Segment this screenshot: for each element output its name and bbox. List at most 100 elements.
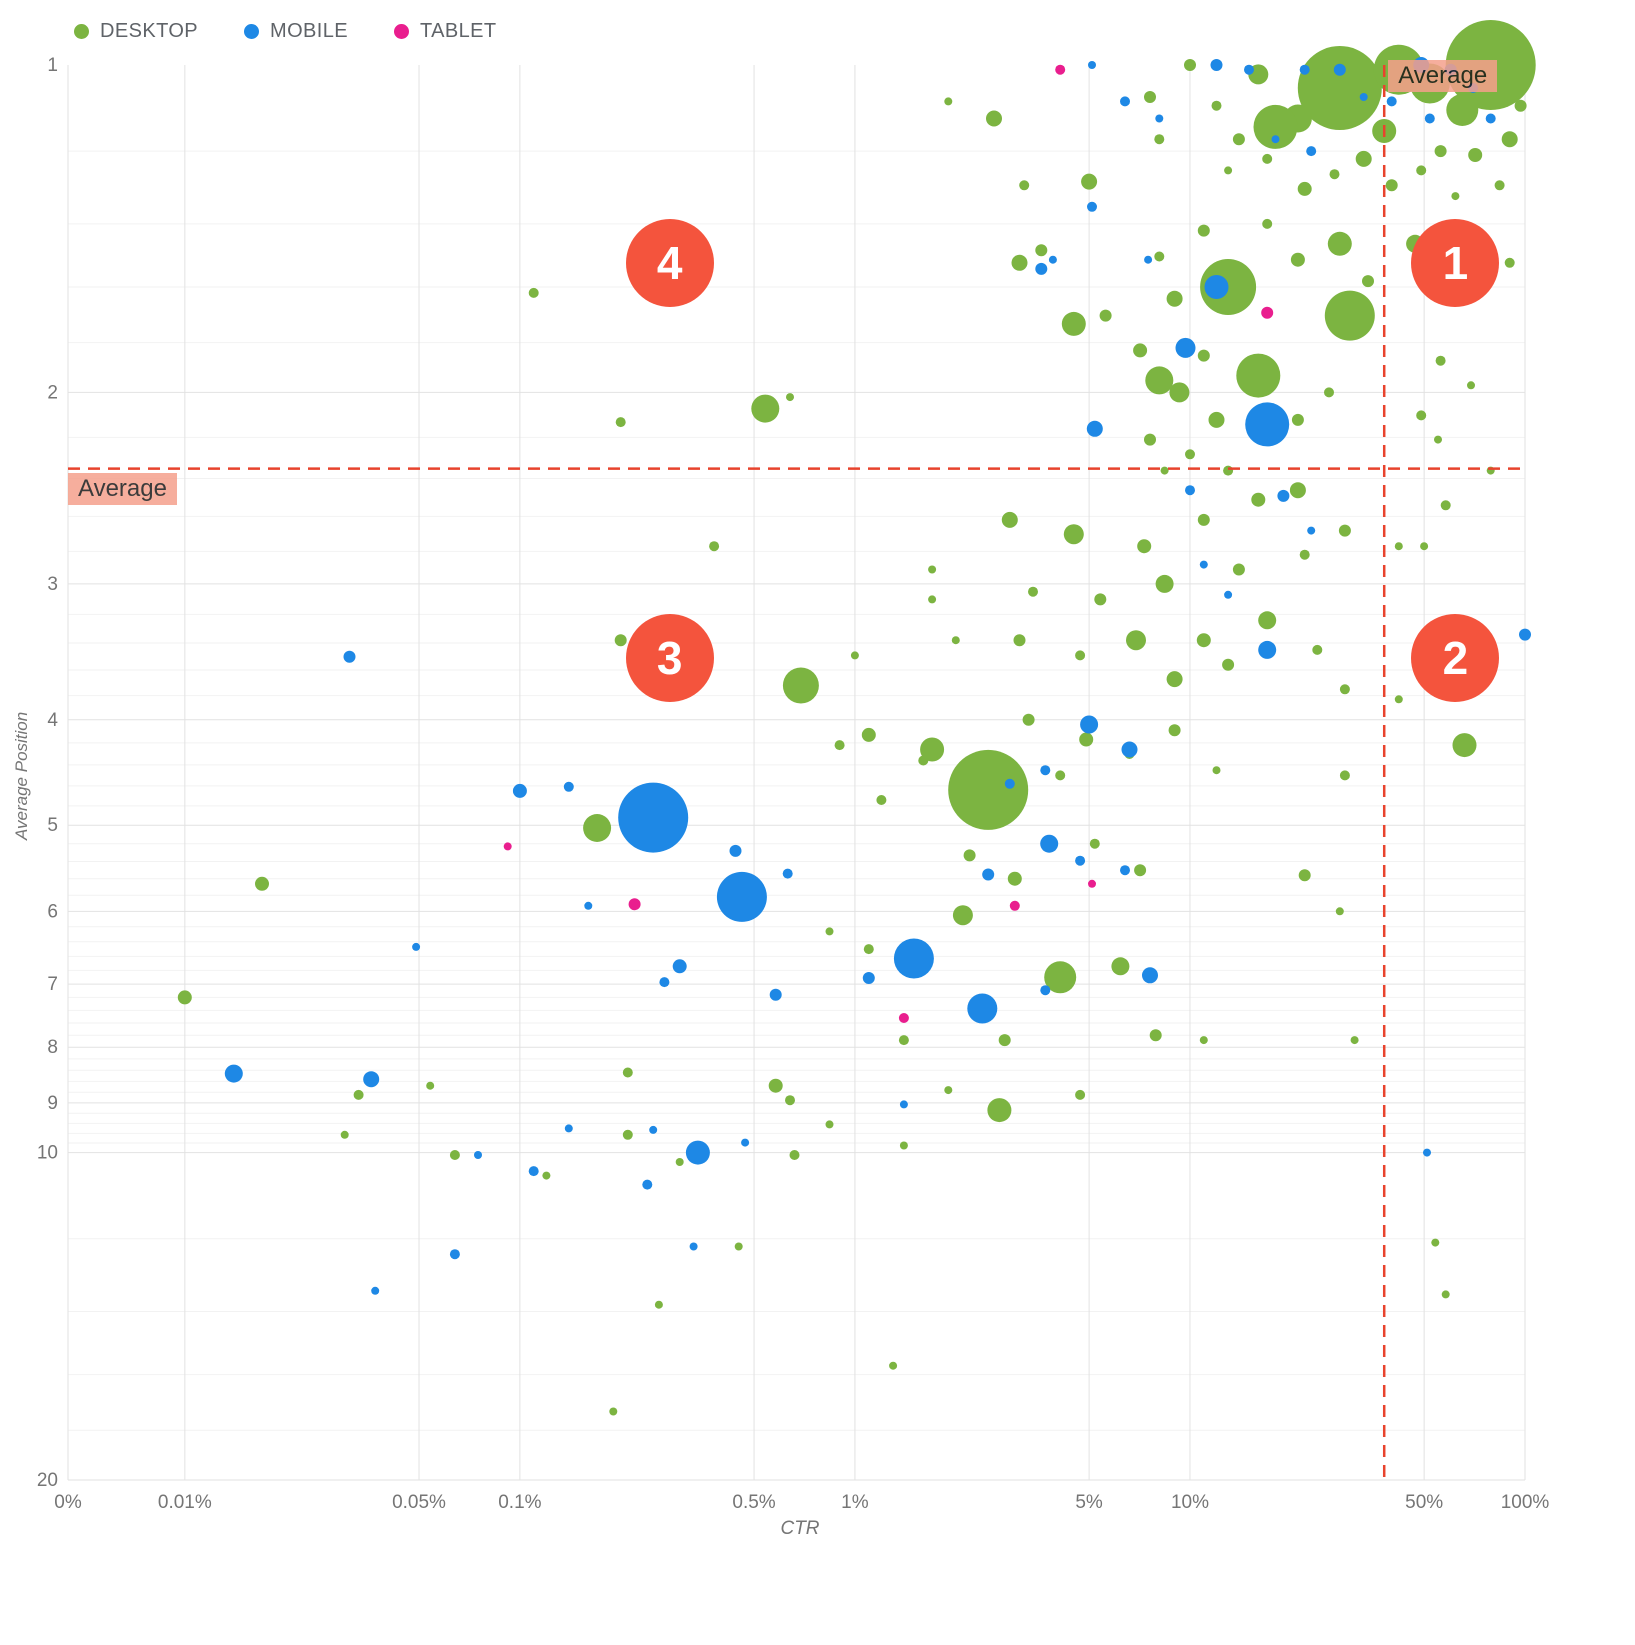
desktop-bubble xyxy=(1262,218,1273,229)
desktop-bubble xyxy=(786,393,794,402)
desktop-bubble xyxy=(1019,180,1030,191)
desktop-bubble xyxy=(177,990,192,1005)
mobile-bubble xyxy=(1333,63,1346,76)
x-tick-label: 50% xyxy=(1405,1492,1443,1513)
desktop-bubble xyxy=(1211,100,1222,111)
desktop-bubble xyxy=(1166,290,1183,307)
desktop-bubble xyxy=(963,849,976,862)
mobile-bubble xyxy=(1155,114,1164,123)
tablet-bubble xyxy=(1261,306,1274,319)
desktop-bubble xyxy=(1416,410,1427,421)
desktop-bubble xyxy=(1253,104,1298,149)
desktop-bubble xyxy=(622,1067,633,1078)
mobile-bubble xyxy=(1258,640,1277,659)
desktop-bubble xyxy=(1324,387,1334,398)
desktop-bubble xyxy=(1011,254,1028,271)
mobile-bubble xyxy=(782,868,793,879)
desktop-bubble xyxy=(449,1150,460,1160)
desktop-bubble xyxy=(1013,634,1026,647)
y-tick-label: 20 xyxy=(37,1470,58,1491)
desktop-bubble xyxy=(1144,91,1156,103)
mobile-bubble xyxy=(1035,262,1048,275)
mobile-bubble xyxy=(449,1249,460,1260)
gridlines: 1 2 3 4 5 6 7 8 9 10 200% 0.01% 0.05% 0.1% 0.5% 1% 5% 10%… xyxy=(37,55,1550,1513)
desktop-bubble xyxy=(353,1089,364,1100)
desktop-bubble xyxy=(782,667,819,704)
tablet-bubble xyxy=(898,1013,909,1023)
mobile-bubble xyxy=(1080,715,1099,734)
mobile-bubble xyxy=(729,844,742,857)
desktop-bubble xyxy=(928,595,937,604)
mobile-bubble xyxy=(862,972,875,984)
x-tick-label: 1% xyxy=(841,1492,869,1513)
desktop-bubble xyxy=(1134,864,1147,877)
desktop-bubble xyxy=(1362,275,1374,288)
desktop-bubble xyxy=(1022,713,1035,726)
desktop-bubble xyxy=(528,287,539,298)
desktop-bubble xyxy=(1224,166,1233,175)
x-tick-label: 10% xyxy=(1171,1492,1209,1513)
mobile-bubble xyxy=(474,1151,482,1159)
legend-item-label: TABLET xyxy=(420,20,497,42)
mobile-bubble xyxy=(584,901,593,910)
desktop-bubble xyxy=(1297,181,1312,196)
desktop-bubble xyxy=(609,1407,618,1416)
mobile-bubble xyxy=(1244,64,1254,75)
desktop-bubble xyxy=(834,740,845,751)
desktop-bubble xyxy=(255,876,269,891)
desktop-bubble xyxy=(1467,381,1475,390)
x-tick-label: 5% xyxy=(1075,1492,1103,1513)
mobile-bubble xyxy=(1040,985,1051,996)
y-tick-label: 5 xyxy=(47,815,58,836)
desktop-bubble xyxy=(1394,695,1403,704)
legend-item-desktop[interactable]: DESKTOP xyxy=(74,20,198,43)
mobile-bubble xyxy=(1307,526,1316,535)
mobile-bubble xyxy=(1004,778,1015,789)
mobile-bubble xyxy=(1424,113,1435,124)
mobile-bubble xyxy=(343,650,356,663)
mobile-bubble xyxy=(1359,93,1368,101)
mobile-bubble xyxy=(716,871,767,922)
mobile-bubble xyxy=(1210,59,1223,71)
desktop-bubble xyxy=(1258,611,1277,630)
legend-item-tablet[interactable]: TABLET xyxy=(394,20,497,43)
mobile-bubble xyxy=(1224,590,1233,599)
desktop-bubble xyxy=(709,541,720,552)
desktop-bubble xyxy=(1154,251,1165,262)
desktop-bubble xyxy=(1232,563,1245,576)
desktop-bubble xyxy=(1055,770,1066,781)
desktop-bubble xyxy=(1185,449,1195,460)
desktop-bubble xyxy=(751,394,780,423)
desktop-bubble xyxy=(876,795,887,805)
desktop-bubble xyxy=(1451,192,1460,201)
mobile-bubble xyxy=(412,942,421,951)
desktop-bubble xyxy=(1434,435,1442,444)
desktop-bubble xyxy=(1028,586,1038,597)
mobile-bubble xyxy=(224,1064,243,1083)
desktop-bubble xyxy=(1435,355,1446,366)
desktop-bubble xyxy=(1434,145,1447,158)
desktop-bubble xyxy=(1501,131,1518,148)
mobile-bubble xyxy=(1444,63,1457,76)
mobile-bubble xyxy=(1271,135,1280,144)
desktop-bubble xyxy=(1144,433,1156,446)
desktop-bubble xyxy=(1394,542,1403,551)
tablet-bubble xyxy=(503,842,512,851)
desktop-bubble xyxy=(1327,231,1352,256)
mobile-legend-dot-icon xyxy=(244,24,260,39)
legend-item-label: MOBILE xyxy=(270,20,348,42)
desktop-bubble xyxy=(1061,311,1086,336)
desktop-bubble xyxy=(850,651,859,660)
desktop-bubble xyxy=(1262,153,1273,164)
legend-item-mobile[interactable]: MOBILE xyxy=(244,20,348,43)
desktop-bubble xyxy=(1197,224,1210,237)
desktop-bubble xyxy=(1197,513,1210,526)
tablet-series xyxy=(503,64,1274,1023)
desktop-bubble xyxy=(1406,234,1425,253)
x-tick-label: 100% xyxy=(1501,1492,1550,1513)
desktop-bubble xyxy=(952,905,973,926)
desktop-bubble xyxy=(1089,838,1100,849)
desktop-bubble xyxy=(1431,1238,1440,1247)
desktop-bubble xyxy=(1035,244,1048,257)
desktop-bubble xyxy=(1420,542,1429,551)
